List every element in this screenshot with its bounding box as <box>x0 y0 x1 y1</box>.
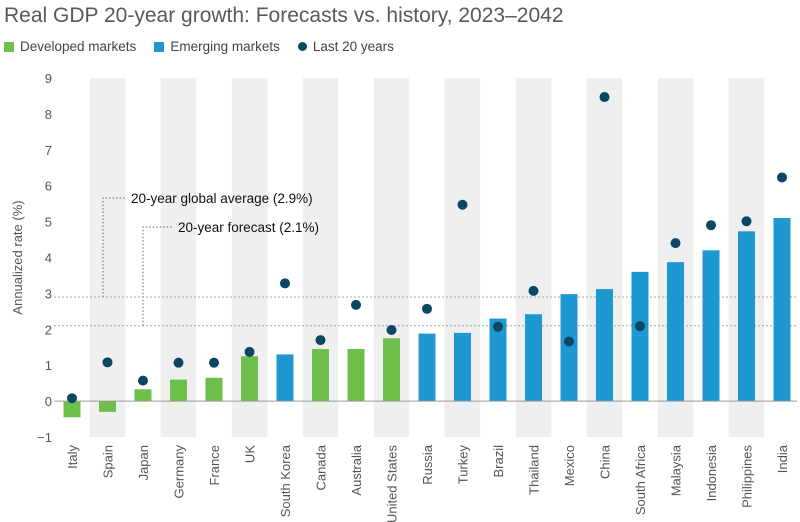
legend-item-developed: Developed markets <box>4 39 136 54</box>
annotation-leader <box>102 197 126 297</box>
legend-label-history: Last 20 years <box>312 39 394 54</box>
x-tick-label: Japan <box>136 445 151 480</box>
y-tick-label: −1 <box>37 430 52 445</box>
history-dot <box>635 321 645 332</box>
y-tick-label: 9 <box>45 71 52 86</box>
forecast-bar <box>667 262 684 402</box>
history-dot <box>386 325 397 336</box>
y-tick-label: 5 <box>45 215 52 230</box>
history-dot <box>422 303 432 314</box>
history-dot <box>599 92 610 103</box>
forecast-bar <box>134 389 152 402</box>
history-dot <box>102 357 113 368</box>
forecast-bar <box>170 379 187 402</box>
history-dot <box>564 336 574 347</box>
y-tick-label: 6 <box>45 179 52 194</box>
y-tick-label: 1 <box>45 358 52 373</box>
x-tick-label: Indonesia <box>704 444 719 501</box>
emerging-swatch <box>154 41 165 52</box>
forecast-bar <box>99 401 116 412</box>
x-tick-label: South Korea <box>278 444 293 517</box>
x-tick-label: Turkey <box>456 445 471 485</box>
annotation-label: 20-year global average (2.9%) <box>131 191 313 206</box>
history-dot <box>493 321 503 332</box>
x-tick-label: China <box>598 444 613 479</box>
x-tick-label: Australia <box>349 444 364 495</box>
background-band <box>160 78 197 437</box>
x-tick-label: Thailand <box>527 445 542 495</box>
history-dot <box>777 172 787 183</box>
history-dot <box>138 375 148 386</box>
legend-label-developed: Developed markets <box>20 39 137 54</box>
y-tick-label: 2 <box>45 322 52 337</box>
history-dot <box>209 357 219 368</box>
x-tick-label: India <box>775 444 790 473</box>
history-dot <box>280 278 290 289</box>
x-tick-label: United States <box>385 445 400 522</box>
history-dot <box>67 393 77 404</box>
y-tick-label: 4 <box>45 251 52 266</box>
y-tick-label: 8 <box>45 107 52 122</box>
x-tick-label: Spain <box>101 445 116 478</box>
history-dot <box>528 285 539 296</box>
history-dot <box>670 238 681 249</box>
forecast-bar <box>347 349 365 402</box>
history-dot-marker <box>297 42 307 51</box>
x-tick-label: Mexico <box>562 445 577 486</box>
history-dot <box>315 335 326 346</box>
forecast-bar <box>312 349 329 402</box>
x-tick-label: UK <box>243 445 258 463</box>
forecast-bar <box>241 356 258 402</box>
annotation-label: 20-year forecast (2.1%) <box>178 220 319 235</box>
x-tick-label: Philippines <box>740 445 755 508</box>
forecast-bar <box>205 377 223 402</box>
history-dot <box>173 357 184 368</box>
legend: Developed markets Emerging markets Last … <box>4 39 394 54</box>
history-dot <box>244 346 255 357</box>
x-tick-label: France <box>207 445 222 485</box>
developed-swatch <box>4 41 14 52</box>
y-axis-label: Annualized rate (%) <box>10 200 25 314</box>
y-tick-label: 3 <box>45 286 52 301</box>
legend-item-emerging: Emerging markets <box>154 39 280 54</box>
forecast-bar <box>418 333 436 402</box>
x-tick-label: Italy <box>65 445 80 469</box>
annotation-leader <box>142 226 173 326</box>
forecast-bar <box>596 289 613 402</box>
forecast-bar <box>276 354 294 402</box>
history-dot <box>706 220 716 231</box>
history-dot <box>351 299 361 310</box>
x-tick-label: Germany <box>172 445 187 499</box>
forecast-bar <box>383 338 400 402</box>
x-tick-label: South Africa <box>633 444 648 515</box>
history-dot <box>457 199 468 210</box>
history-dot <box>741 216 752 227</box>
legend-label-emerging: Emerging markets <box>170 39 280 54</box>
x-tick-label: Canada <box>314 444 329 490</box>
forecast-bar <box>525 314 542 402</box>
forecast-bar <box>560 294 578 402</box>
background-band <box>89 78 126 437</box>
forecast-bar <box>738 231 755 402</box>
forecast-bar <box>631 271 649 402</box>
y-tick-label: 0 <box>45 394 52 409</box>
legend-item-history: Last 20 years <box>297 39 394 54</box>
x-tick-label: Russia <box>420 444 435 485</box>
chart-title: Real GDP 20-year growth: Forecasts vs. h… <box>4 4 564 27</box>
forecast-bar <box>63 401 81 418</box>
forecast-bar <box>773 218 791 402</box>
forecast-bar <box>454 332 471 402</box>
forecast-bar <box>702 250 720 402</box>
x-tick-label: Malaysia <box>669 444 684 496</box>
x-tick-label: Brazil <box>491 445 506 478</box>
forecast-bar <box>489 318 507 402</box>
y-tick-label: 7 <box>45 143 52 158</box>
